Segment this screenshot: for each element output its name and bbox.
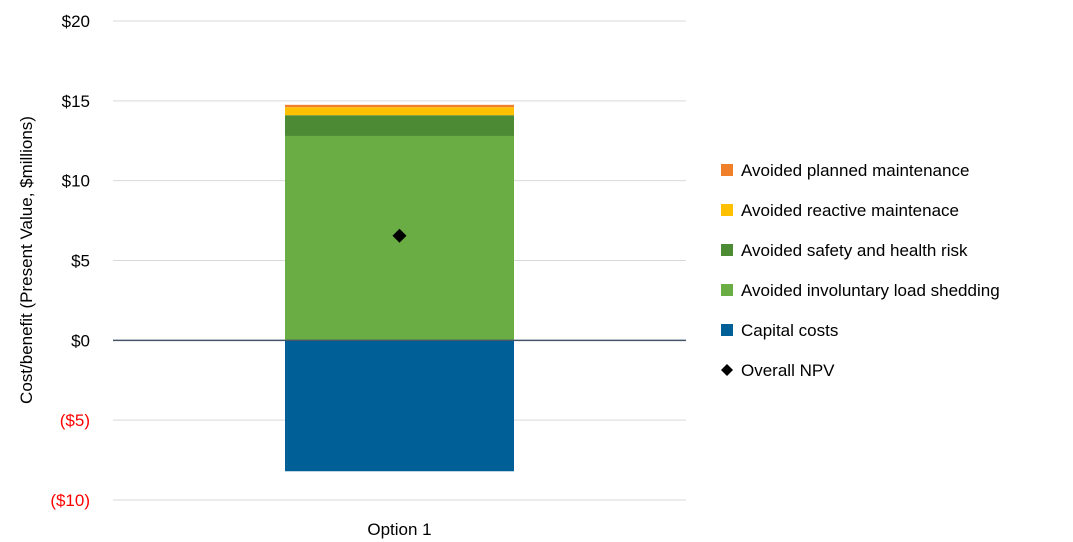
legend-label: Capital costs: [741, 321, 838, 340]
legend-swatch: [721, 164, 733, 176]
npv-marker: [392, 228, 407, 243]
bar-segment-capital-costs: [285, 340, 514, 472]
legend-label: Avoided reactive maintenace: [741, 201, 959, 220]
bar-segment-avoided-safety-and-health-risk: [285, 115, 514, 136]
legend-swatch: [721, 284, 733, 296]
x-category-label: Option 1: [367, 520, 431, 539]
y-tick-label: $10: [62, 172, 90, 191]
y-axis-title: Cost/benefit (Present Value, $millions): [17, 116, 36, 404]
npv-markers: [392, 228, 407, 243]
y-tick-label: $0: [71, 331, 90, 350]
legend-swatch: [721, 204, 733, 216]
legend-swatch: [721, 364, 733, 376]
y-tick-label: $20: [62, 12, 90, 31]
bar-segment-avoided-planned-maintenance: [285, 104, 514, 108]
x-category-labels: Option 1: [367, 520, 431, 539]
legend-swatch: [721, 244, 733, 256]
legend-label: Avoided safety and health risk: [741, 241, 968, 260]
y-tick-label: $5: [71, 252, 90, 271]
y-tick-label: $15: [62, 92, 90, 111]
legend-label: Avoided planned maintenance: [741, 161, 969, 180]
y-tick-label: ($5): [60, 411, 90, 430]
legend-swatch: [721, 324, 733, 336]
legend: Avoided planned maintenance Avoided react…: [721, 161, 1000, 380]
y-tick-labels: $20 $15 $10 $5 $0 ($5) ($10): [50, 12, 90, 510]
y-tick-label: ($10): [50, 491, 90, 510]
legend-label: Avoided involuntary load shedding: [741, 281, 1000, 300]
stacked-bars: [285, 104, 514, 472]
legend-label: Overall NPV: [741, 361, 835, 380]
bar-segment-avoided-reactive-maintenace: [285, 107, 514, 116]
